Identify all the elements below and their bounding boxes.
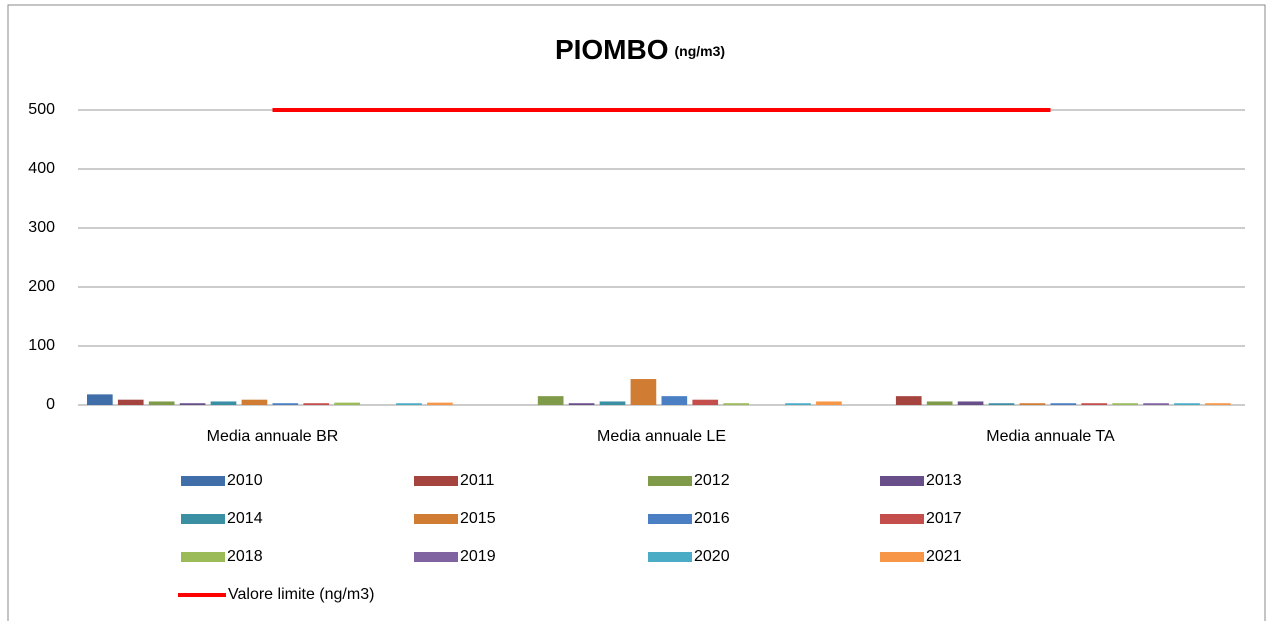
bar bbox=[926, 401, 953, 405]
legend-swatch bbox=[414, 552, 458, 562]
legend-swatch bbox=[880, 514, 924, 524]
bar bbox=[599, 401, 626, 405]
y-tick-label: 400 bbox=[28, 160, 55, 177]
legend-label: 2012 bbox=[694, 472, 730, 489]
bar bbox=[537, 396, 564, 405]
legend-label: 2011 bbox=[460, 472, 495, 489]
bar bbox=[1050, 403, 1077, 405]
bar bbox=[334, 402, 360, 405]
legend-swatch bbox=[880, 476, 924, 486]
chart-title: PIOMBO (ng/m3) bbox=[555, 34, 725, 65]
legend-label: 2017 bbox=[926, 510, 962, 527]
y-tick-label: 300 bbox=[28, 219, 55, 236]
bar bbox=[723, 403, 749, 405]
bar bbox=[148, 401, 175, 405]
bar bbox=[241, 399, 268, 405]
bar bbox=[210, 401, 237, 405]
legend-label: 2015 bbox=[460, 510, 496, 527]
legend-swatch bbox=[181, 476, 225, 486]
bar bbox=[1019, 403, 1046, 405]
x-tick-label: Media annuale TA bbox=[986, 428, 1115, 445]
x-tick-label: Media annuale LE bbox=[597, 428, 726, 445]
legend-label: 2010 bbox=[227, 472, 263, 489]
legend-swatch bbox=[648, 514, 692, 524]
legend-swatch bbox=[880, 552, 924, 562]
legend-label: 2014 bbox=[227, 510, 263, 527]
bar bbox=[272, 403, 299, 405]
y-tick-label: 0 bbox=[46, 396, 55, 413]
y-tick-label: 100 bbox=[28, 337, 55, 354]
bar bbox=[1112, 403, 1138, 405]
bar bbox=[988, 403, 1015, 405]
legend-label: 2013 bbox=[926, 472, 962, 489]
y-tick-label: 200 bbox=[28, 278, 55, 295]
legend-swatch bbox=[181, 514, 225, 524]
bar bbox=[179, 403, 206, 405]
y-tick-label: 500 bbox=[28, 101, 55, 118]
legend-swatch bbox=[181, 552, 225, 562]
legend-label: 2016 bbox=[694, 510, 730, 527]
bar bbox=[816, 401, 842, 405]
legend-swatch bbox=[648, 476, 692, 486]
bar bbox=[1174, 403, 1200, 405]
bar bbox=[785, 403, 811, 405]
bar bbox=[87, 394, 113, 405]
bar bbox=[895, 396, 922, 405]
legend-swatch bbox=[648, 552, 692, 562]
title-unit: (ng/m3) bbox=[675, 43, 726, 59]
legend-label: Valore limite (ng/m3) bbox=[228, 586, 374, 603]
bar bbox=[692, 399, 719, 405]
chart-frame bbox=[7, 4, 1266, 626]
bar bbox=[568, 403, 595, 405]
bar bbox=[1143, 403, 1169, 405]
bar bbox=[1205, 403, 1231, 405]
bar bbox=[957, 401, 984, 405]
bar bbox=[1081, 403, 1108, 405]
legend-swatch bbox=[414, 476, 458, 486]
x-tick-label: Media annuale BR bbox=[207, 428, 339, 445]
legend-label: 2018 bbox=[227, 548, 263, 565]
title-main: PIOMBO bbox=[555, 34, 669, 65]
bar bbox=[303, 403, 330, 405]
bar bbox=[427, 402, 453, 405]
bar bbox=[117, 399, 144, 405]
legend-label: 2020 bbox=[694, 548, 730, 565]
legend-swatch bbox=[414, 514, 458, 524]
legend-label: 2021 bbox=[926, 548, 962, 565]
bar bbox=[630, 379, 657, 405]
bar bbox=[661, 396, 688, 405]
bar bbox=[396, 403, 422, 405]
legend-label: 2019 bbox=[460, 548, 496, 565]
